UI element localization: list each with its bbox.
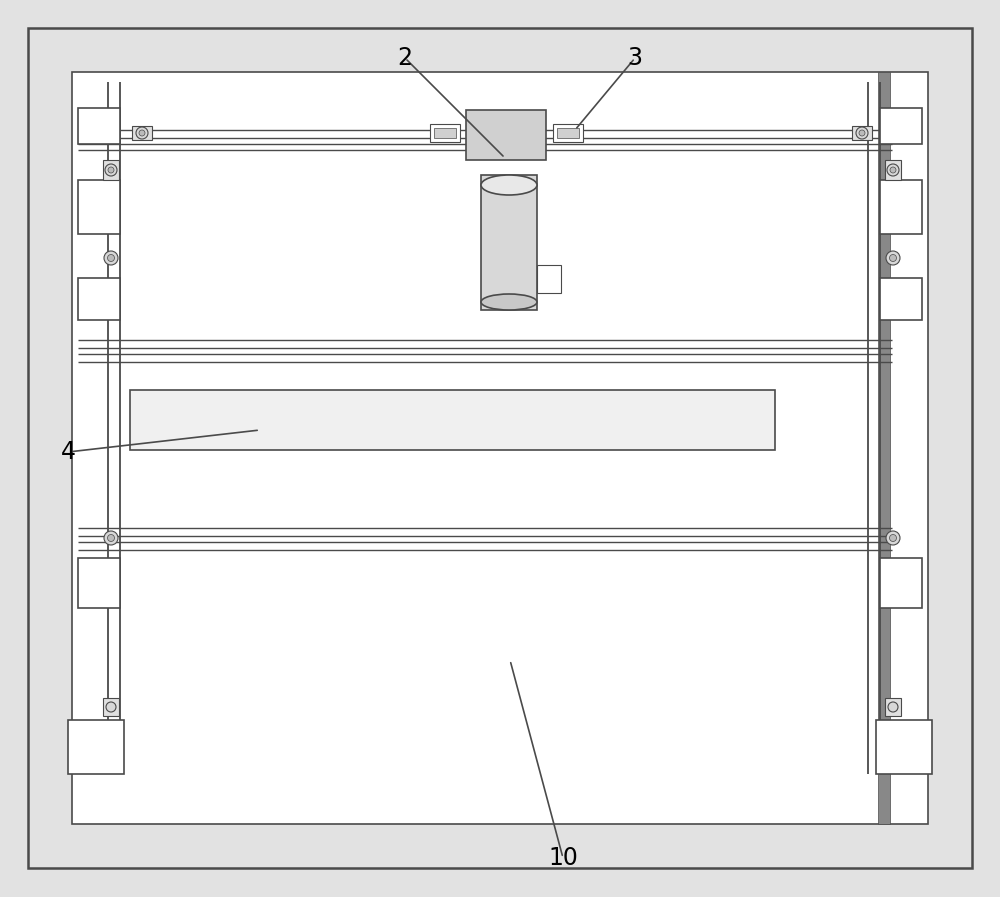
Bar — [537, 265, 561, 293]
Bar — [78, 180, 120, 234]
Circle shape — [108, 535, 114, 542]
Circle shape — [886, 251, 900, 265]
Bar — [103, 698, 119, 716]
Ellipse shape — [481, 294, 537, 310]
Bar — [880, 558, 922, 608]
Circle shape — [886, 531, 900, 545]
Bar — [466, 110, 546, 160]
Circle shape — [890, 167, 896, 173]
Bar — [885, 698, 901, 716]
Circle shape — [890, 535, 896, 542]
Bar — [68, 720, 124, 774]
Circle shape — [104, 531, 118, 545]
Bar — [78, 108, 120, 144]
Circle shape — [104, 251, 118, 265]
Circle shape — [139, 130, 145, 136]
Bar — [852, 126, 872, 140]
Bar — [885, 160, 901, 180]
Bar — [557, 128, 579, 138]
Bar — [880, 278, 922, 320]
Ellipse shape — [481, 175, 537, 195]
Circle shape — [887, 164, 899, 176]
Bar — [876, 720, 932, 774]
Circle shape — [106, 702, 116, 712]
Bar — [78, 278, 120, 320]
Text: 3: 3 — [628, 46, 642, 70]
Text: 4: 4 — [60, 440, 76, 464]
Circle shape — [136, 127, 148, 139]
Circle shape — [105, 164, 117, 176]
Bar — [430, 124, 460, 142]
Circle shape — [108, 255, 114, 262]
Bar — [72, 72, 928, 824]
Bar — [481, 175, 537, 310]
Circle shape — [108, 167, 114, 173]
Bar — [78, 558, 120, 608]
Circle shape — [890, 255, 896, 262]
Text: 2: 2 — [398, 46, 413, 70]
Circle shape — [856, 127, 868, 139]
Circle shape — [888, 702, 898, 712]
Bar — [434, 128, 456, 138]
Bar — [103, 160, 119, 180]
Bar — [880, 180, 922, 234]
Bar — [880, 108, 922, 144]
Text: 10: 10 — [548, 846, 578, 870]
Bar — [130, 390, 775, 450]
Bar — [878, 72, 890, 824]
Circle shape — [859, 130, 865, 136]
Bar — [553, 124, 583, 142]
Bar — [132, 126, 152, 140]
